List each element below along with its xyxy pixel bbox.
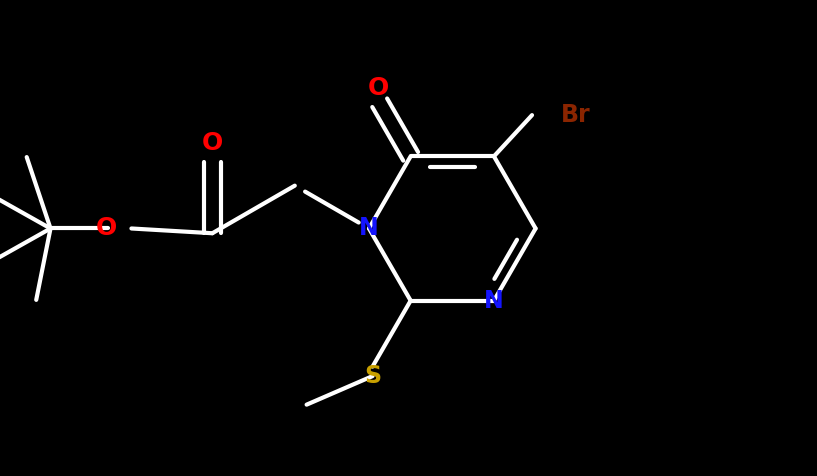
Text: S: S: [364, 364, 381, 388]
Text: Br: Br: [560, 103, 590, 127]
Text: N: N: [359, 217, 379, 240]
Text: O: O: [202, 131, 223, 155]
Text: O: O: [368, 76, 389, 100]
Text: O: O: [96, 217, 117, 240]
Text: N: N: [484, 288, 504, 313]
